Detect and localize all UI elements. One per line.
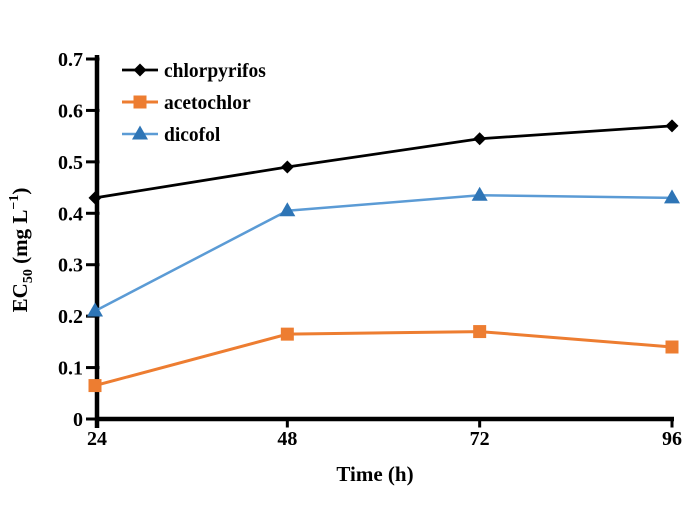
legend-label-dicofol: dicofol — [164, 125, 221, 146]
marker-acetochlor-24h — [88, 379, 102, 393]
x-tick-label: 24 — [87, 428, 107, 450]
y-tick-label: 0 — [73, 409, 83, 431]
series-chlorpyrifos — [88, 119, 679, 205]
series-line-acetochlor — [94, 330, 673, 388]
y-axis-title: EC50 (mg L−1) — [7, 188, 36, 313]
legend-marker-acetochlor — [133, 95, 147, 109]
marker-acetochlor-96h — [665, 340, 679, 354]
marker-acetochlor-48h — [280, 327, 294, 341]
legend-item-acetochlor: acetochlor — [122, 93, 251, 114]
series-line-dicofol — [94, 194, 673, 313]
marker-chlorpyrifos-72h — [473, 132, 487, 146]
x-axis-title: Time (h) — [336, 462, 413, 486]
y-tick-label: 0.6 — [58, 100, 83, 122]
marker-dicofol-96h — [664, 189, 680, 204]
marker-dicofol-72h — [471, 186, 488, 201]
series-dicofol — [87, 186, 680, 317]
legend-marker-dicofol — [132, 125, 148, 140]
y-tick-label: 0.3 — [58, 255, 83, 277]
marker-chlorpyrifos-48h — [280, 160, 294, 174]
legend-item-chlorpyrifos: chlorpyrifos — [122, 61, 266, 82]
legend-item-dicofol: dicofol — [122, 125, 221, 146]
y-tick-label: 0.1 — [58, 358, 83, 380]
marker-dicofol-24h — [87, 302, 103, 317]
y-tick-label: 0.7 — [58, 49, 83, 71]
series-line-chlorpyrifos — [94, 124, 673, 200]
legend-label-acetochlor: acetochlor — [164, 93, 251, 114]
y-title-prefix: EC — [8, 283, 32, 312]
marker-chlorpyrifos-96h — [665, 119, 679, 133]
plot-area: 0 0.1 0.2 0.3 0.4 0.5 0.6 0.7 24 48 72 96 chlorpyrif… — [58, 49, 682, 450]
marker-acetochlor-72h — [473, 325, 487, 339]
series-acetochlor — [88, 325, 679, 393]
x-tick-label: 96 — [662, 428, 682, 450]
legend-marker-chlorpyrifos — [133, 63, 147, 77]
y-title-superscript: −1 — [7, 195, 22, 210]
x-tick-label: 48 — [277, 428, 297, 450]
y-tick-label: 0.4 — [58, 203, 83, 225]
y-title-mid: (mg L — [8, 210, 32, 270]
marker-chlorpyrifos-24h — [88, 191, 102, 205]
y-tick-label: 0.5 — [58, 152, 83, 174]
y-tick-label: 0.2 — [58, 306, 83, 328]
y-title-subscript: 50 — [21, 269, 36, 283]
x-tick-label: 72 — [470, 428, 490, 450]
legend-label-chlorpyrifos: chlorpyrifos — [164, 61, 266, 82]
marker-dicofol-48h — [279, 202, 296, 217]
y-title-suffix: ) — [8, 188, 32, 195]
